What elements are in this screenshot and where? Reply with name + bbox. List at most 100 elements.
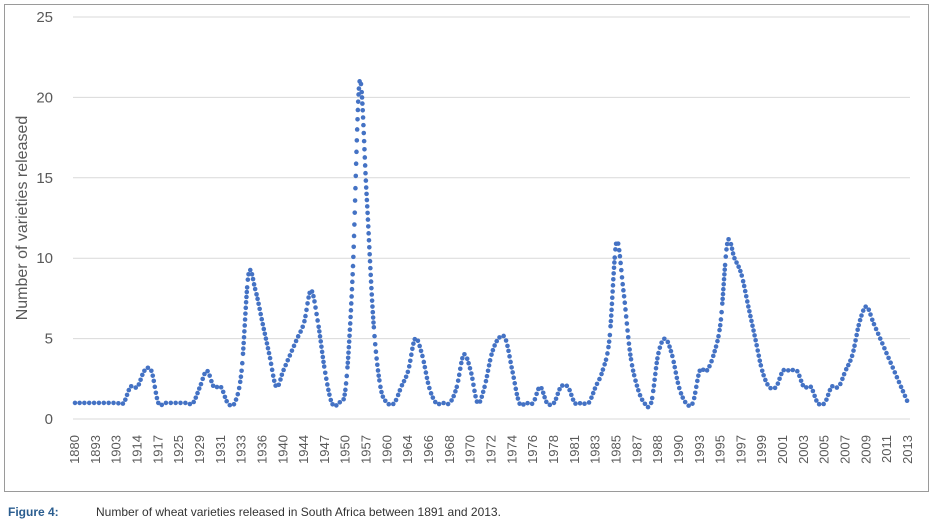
data-point (615, 241, 621, 246)
data-point (460, 355, 465, 361)
data-point (193, 395, 199, 400)
data-point (295, 334, 301, 339)
x-tick-label: 1997 (733, 435, 748, 464)
data-point (838, 381, 843, 387)
data-point (423, 370, 429, 375)
data-point (346, 339, 352, 344)
data-point (269, 367, 275, 373)
data-point (325, 382, 330, 387)
data-point (258, 311, 263, 317)
data-point (761, 372, 766, 378)
data-point (609, 295, 615, 300)
x-tick-label: 1988 (650, 435, 665, 464)
data-point (243, 311, 248, 316)
data-point (231, 401, 237, 407)
data-point (749, 318, 754, 324)
data-point (621, 293, 627, 299)
data-point (854, 332, 859, 338)
data-point (270, 373, 276, 378)
data-point (372, 333, 377, 339)
data-point (896, 379, 902, 385)
x-tick-label: 2005 (817, 435, 832, 464)
data-point (348, 314, 353, 320)
data-point (220, 389, 226, 395)
data-point (251, 282, 257, 287)
data-point (368, 272, 374, 278)
data-point (328, 397, 334, 403)
data-point (351, 233, 357, 239)
data-point (653, 371, 658, 377)
data-point (884, 350, 889, 356)
data-point (317, 329, 322, 334)
data-point (721, 286, 726, 292)
x-tick-label: 1964 (400, 435, 415, 464)
data-point (856, 322, 862, 328)
data-point (200, 376, 206, 382)
data-point (671, 359, 677, 365)
data-point (606, 344, 611, 350)
data-point (356, 92, 361, 97)
data-point (260, 321, 266, 327)
data-point (534, 391, 539, 397)
data-point (466, 360, 471, 366)
x-tick-label: 1917 (150, 435, 165, 464)
data-point (287, 353, 293, 358)
data-point (692, 390, 698, 396)
data-point (722, 272, 727, 277)
data-point (243, 299, 249, 305)
data-point (886, 355, 891, 361)
data-point (798, 378, 804, 384)
x-tick-label: 1933 (234, 435, 249, 464)
data-point (732, 255, 737, 261)
data-point (418, 348, 424, 354)
data-point (411, 341, 416, 346)
data-point (503, 338, 509, 343)
data-point (202, 371, 207, 377)
data-point (790, 367, 796, 373)
data-point (243, 305, 249, 311)
data-point (224, 398, 229, 404)
data-point (723, 254, 729, 259)
data-point (393, 397, 399, 403)
data-point (240, 351, 246, 357)
data-point (279, 372, 285, 378)
x-tick-label: 2007 (838, 435, 853, 464)
data-point (746, 304, 751, 309)
data-point (311, 293, 316, 299)
data-point (360, 115, 366, 120)
data-point (313, 305, 318, 310)
data-point (370, 315, 376, 320)
data-point (257, 306, 262, 312)
x-tick-label: 1903 (109, 435, 124, 464)
data-point (236, 385, 242, 391)
data-point (410, 346, 415, 352)
data-point (560, 383, 565, 388)
data-point (639, 397, 645, 403)
data-point (345, 365, 350, 370)
x-tick-label: 2009 (858, 435, 873, 464)
data-point (512, 380, 518, 386)
data-point (710, 353, 716, 359)
data-point (747, 308, 752, 314)
data-point (334, 403, 339, 408)
data-point (374, 356, 379, 361)
data-point (259, 316, 265, 322)
data-point (742, 288, 748, 294)
data-point (877, 336, 883, 341)
data-point (318, 339, 324, 344)
data-point (239, 360, 245, 366)
data-point (785, 368, 791, 373)
data-point (316, 324, 321, 330)
data-point (648, 400, 654, 406)
y-tick-label: 25 (36, 9, 53, 26)
data-point (633, 378, 638, 383)
data-point (525, 400, 530, 406)
data-point (245, 277, 251, 282)
data-point (101, 400, 107, 406)
data-point (149, 368, 154, 374)
data-point (882, 345, 887, 351)
data-point (695, 378, 700, 384)
data-point (722, 262, 728, 268)
data-point (467, 365, 473, 371)
data-point (370, 304, 375, 309)
